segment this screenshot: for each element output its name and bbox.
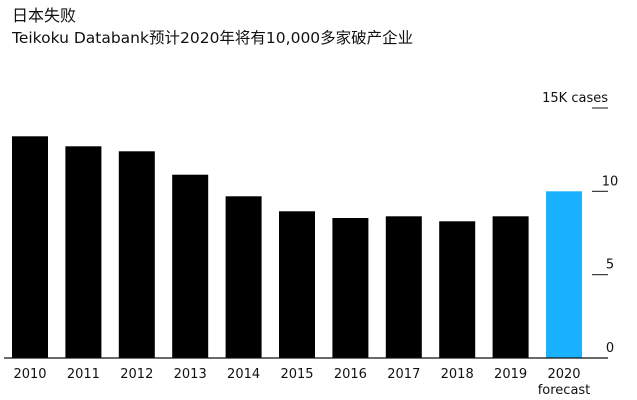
x-tick-label-2010: 2010 <box>13 367 46 382</box>
chart-subtitle: Teikoku Databank预计2020年将有10,000多家破产企业 <box>12 29 414 47</box>
x-tick-label-2011: 2011 <box>67 367 100 382</box>
bar-2010 <box>12 136 48 358</box>
y-tick-label-10000: 10 <box>602 174 619 189</box>
x-tick-label-2016: 2016 <box>334 367 367 382</box>
bar-2012 <box>118 151 155 358</box>
y-tick-label-0: 0 <box>606 341 614 356</box>
bar-2016 <box>332 218 369 358</box>
bar-2013 <box>172 174 209 358</box>
bar-2011 <box>65 146 102 358</box>
bar-2015 <box>279 211 315 358</box>
bar-2020 <box>546 191 582 358</box>
bar-2014 <box>225 196 262 358</box>
x-tick-label-2017: 2017 <box>387 367 420 382</box>
chart-header: 日本失败 Teikoku Databank预计2020年将有10,000多家破产… <box>12 6 627 48</box>
x-tick-label-2012: 2012 <box>120 367 153 382</box>
x-tick-label-2015: 2015 <box>280 367 313 382</box>
bar-2019 <box>492 216 529 358</box>
x-tick-label-2019: 2019 <box>494 367 527 382</box>
chart-title: 日本失败 <box>12 6 77 25</box>
x-tick-label-2013: 2013 <box>174 367 207 382</box>
y-tick-label-15000: 15K cases <box>542 91 608 106</box>
x-tick-label-2014: 2014 <box>227 367 260 382</box>
bar-2017 <box>385 216 422 358</box>
x-tick-label-2020: 2020 <box>547 367 580 382</box>
bar-2018 <box>439 221 476 358</box>
x-tick-label-2018: 2018 <box>441 367 474 382</box>
y-tick-label-5000: 5 <box>606 258 614 273</box>
x-tick-sublabel-2020: forecast <box>538 383 591 398</box>
